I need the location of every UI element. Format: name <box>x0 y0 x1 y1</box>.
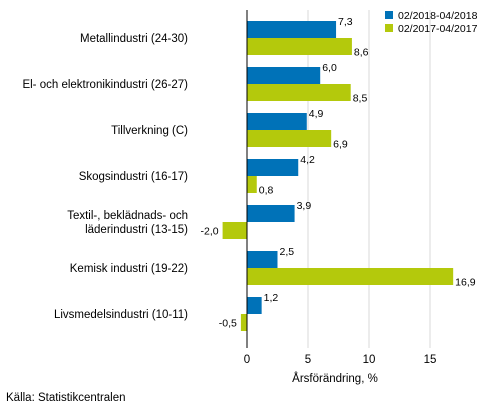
bar <box>247 176 257 193</box>
legend-label: 02/2018-04/2018 <box>398 10 478 22</box>
bar <box>247 113 307 130</box>
category-label: Livsmedelsindustri (10-11) <box>54 309 188 321</box>
data-label: 4,9 <box>309 108 324 120</box>
category-label: Textil-, beklädnads- och <box>67 210 188 222</box>
bar <box>247 205 295 222</box>
bar <box>247 297 262 314</box>
data-label: 2,5 <box>280 246 295 258</box>
data-label: 7,3 <box>338 16 353 28</box>
legend-swatch <box>385 24 393 32</box>
data-label: 1,2 <box>264 292 279 304</box>
data-label: 0,8 <box>259 185 274 197</box>
x-axis-title: Årsförändring, % <box>292 372 378 385</box>
category-label: Kemisk industri (19-22) <box>70 263 188 275</box>
bar <box>247 251 278 268</box>
bars <box>222 21 454 331</box>
legend-swatch <box>385 11 393 19</box>
data-label: 4,2 <box>300 154 315 166</box>
bar <box>247 84 351 101</box>
category-label: Skogsindustri (16-17) <box>79 171 188 183</box>
x-tick-labels: 0 5 10 15 <box>244 354 437 366</box>
category-label: Tillverkning (C) <box>111 125 188 137</box>
data-label: 16,9 <box>455 277 476 289</box>
bar <box>247 38 352 55</box>
bar <box>247 67 321 84</box>
category-label: Metallindustri (24-30) <box>80 33 188 45</box>
bar <box>247 130 332 147</box>
data-label: 3,9 <box>297 200 312 212</box>
legend-label: 02/2017-04/2017 <box>398 23 478 35</box>
bar <box>247 159 299 176</box>
x-tick-label: 15 <box>424 354 437 366</box>
x-tick-label: 0 <box>244 354 250 366</box>
data-labels: 7,3 8,6 6,0 8,5 4,9 6,9 4,2 0,8 3,9 -2,0 2,5 16,9 1,… <box>201 16 476 330</box>
bar <box>222 222 247 239</box>
source-note: Källa: Statistikcentralen <box>6 392 126 404</box>
x-tick-label: 10 <box>363 354 376 366</box>
bar <box>240 314 247 331</box>
category-labels: Metallindustri (24-30) El- och elektronik… <box>22 33 188 321</box>
gridlines <box>307 10 431 348</box>
x-tick-label: 5 <box>305 354 311 366</box>
data-label: 6,0 <box>322 62 337 74</box>
bar <box>247 21 337 38</box>
data-label: -0,5 <box>219 318 237 330</box>
category-label: El- och elektronikindustri (26-27) <box>22 79 188 91</box>
data-label: 8,5 <box>353 93 368 105</box>
data-label: -2,0 <box>201 226 219 238</box>
bar <box>247 268 454 285</box>
data-label: 8,6 <box>354 47 369 59</box>
data-label: 6,9 <box>333 139 348 151</box>
category-label: läderindustri (13-15) <box>85 224 188 236</box>
